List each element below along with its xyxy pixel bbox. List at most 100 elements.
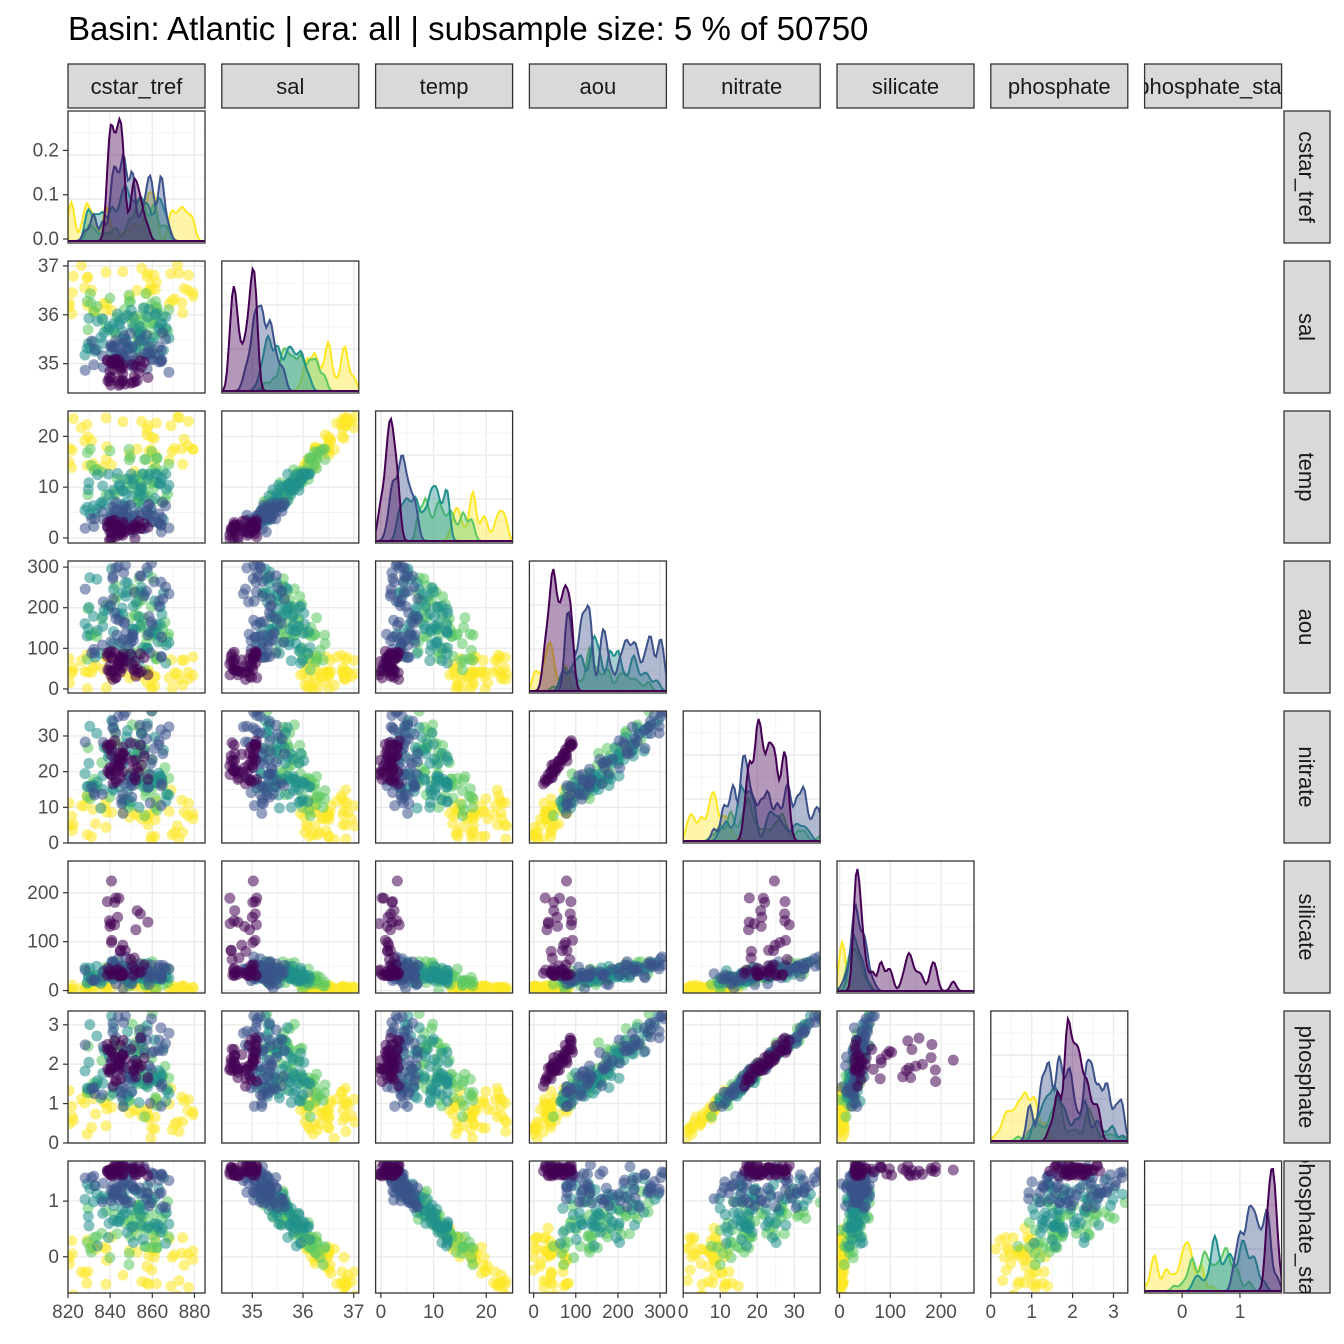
point [613,735,625,747]
point [745,945,757,957]
point [393,647,405,659]
point [163,721,175,733]
point [282,468,294,480]
point [83,1056,95,1068]
point [258,629,270,641]
point [264,510,276,522]
point [542,916,554,928]
point [285,601,297,613]
point [155,651,167,663]
point [272,728,284,740]
point [418,773,430,785]
point [153,601,165,612]
point [293,757,305,769]
point [549,819,561,831]
point [104,445,116,457]
point [328,1132,340,1143]
point [92,469,103,481]
point [441,977,453,989]
panel-nitrate-vs-cstar_tref [67,710,206,844]
point [125,304,137,316]
point [755,905,767,917]
point [408,728,420,740]
point [248,711,260,718]
point [450,829,462,840]
point [579,982,591,993]
point [427,719,439,731]
point [134,1032,146,1044]
point [142,499,154,511]
point [250,1035,262,1047]
point [123,289,135,301]
point [813,951,821,963]
point [547,810,559,822]
point [160,483,172,495]
point [442,1057,454,1068]
point [142,773,154,785]
point [146,431,158,443]
point [68,413,79,425]
point [390,1011,402,1022]
point [139,810,151,822]
point [430,1085,442,1097]
point [323,683,335,693]
point [95,802,107,814]
point [317,801,329,813]
point [106,875,117,887]
point [130,670,142,682]
point [120,590,132,602]
point [295,669,307,681]
point [131,905,143,917]
point [142,347,154,359]
point [123,443,135,455]
point [314,827,325,839]
point [340,784,352,796]
point [304,664,316,676]
point [130,523,142,535]
point [491,982,503,993]
point [232,521,244,533]
point [645,1031,657,1043]
point [403,753,415,765]
density-sal-group-0 [221,266,359,392]
point [169,293,181,305]
point [178,654,190,666]
point [79,504,91,516]
point [465,644,477,656]
panel-nitrate-vs-aou [528,710,668,844]
point [137,468,149,480]
point [125,468,137,480]
point [500,673,512,685]
point [281,1022,293,1034]
point [337,1114,349,1126]
point [442,1078,453,1090]
point [224,534,236,543]
point [545,945,557,957]
point [250,919,262,931]
point [281,722,293,733]
point [302,468,314,480]
point [133,611,145,623]
point [393,616,405,628]
point [430,967,442,979]
point [150,276,162,288]
point [442,781,453,792]
point [142,781,154,793]
point [348,800,359,812]
point [304,1078,316,1090]
point [645,728,657,740]
point [104,762,116,774]
point [457,1111,468,1123]
point [407,715,419,727]
panel-nitrate-vs-sal [221,710,360,844]
point [340,420,352,432]
point [105,636,117,648]
point [255,1089,266,1101]
point [325,435,337,447]
point [340,1126,352,1137]
point [154,619,166,631]
point [134,739,146,751]
point [653,1025,665,1037]
point [249,934,261,946]
panel-temp-vs-temp [374,410,514,544]
